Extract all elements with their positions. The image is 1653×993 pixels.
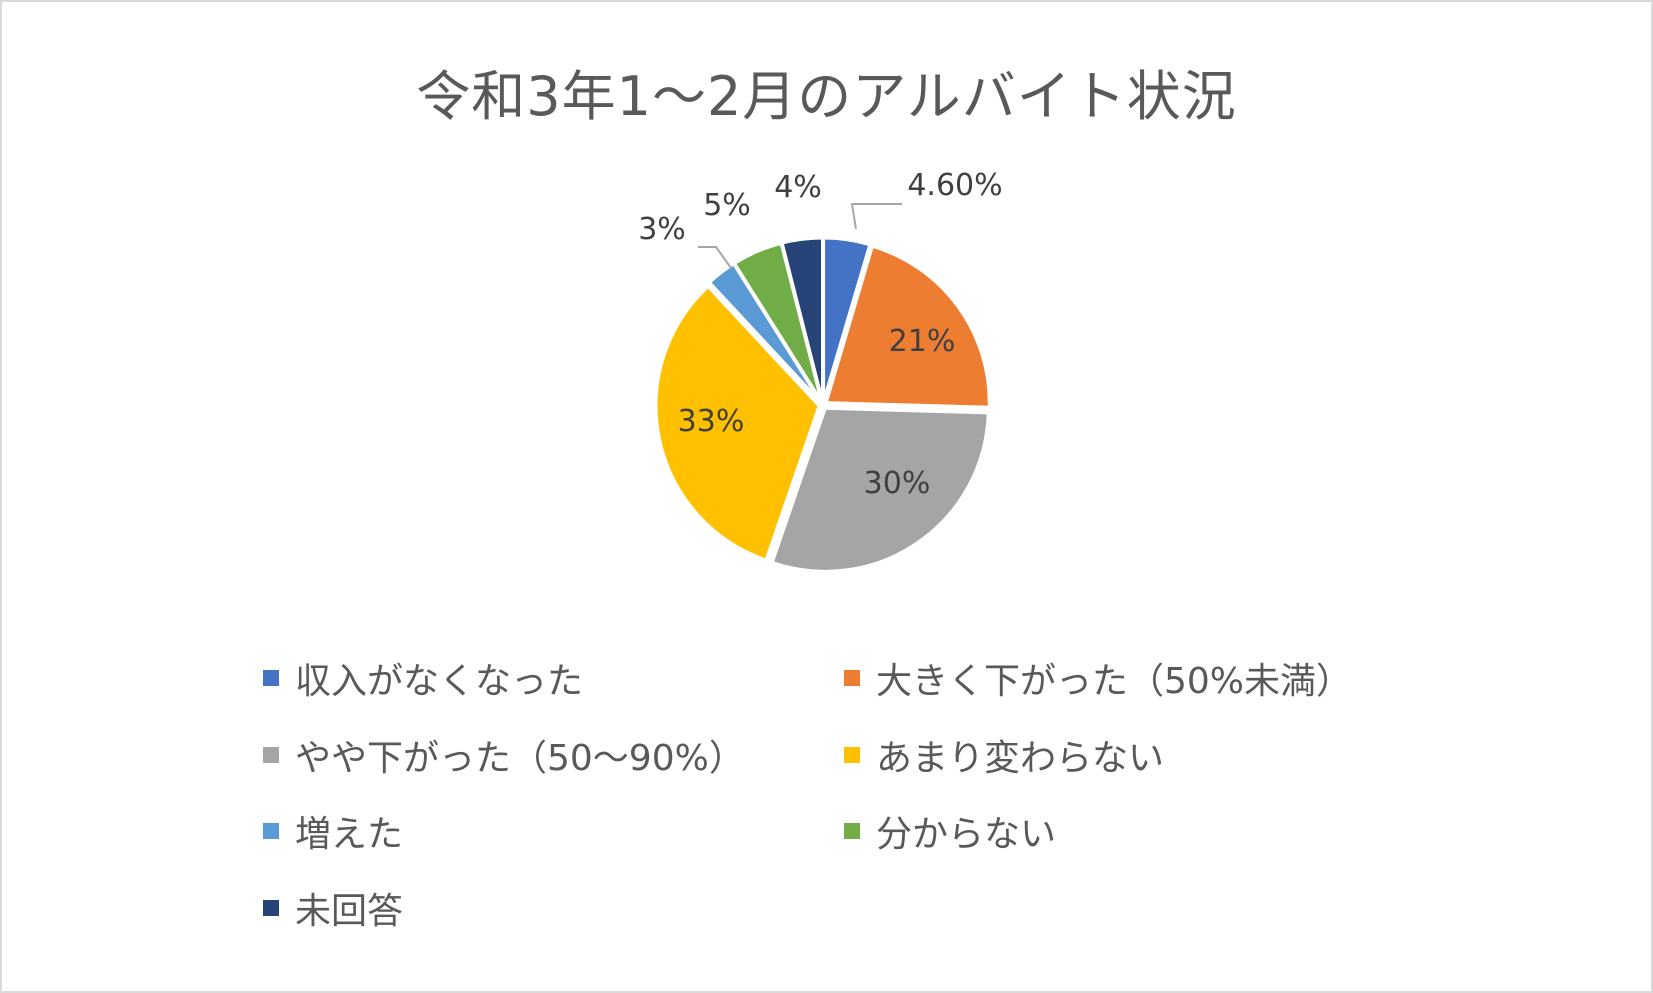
legend-swatch: [263, 670, 279, 686]
legend-label: 増えた: [295, 814, 404, 855]
legend-swatch: [844, 670, 860, 686]
legend-label: 大きく下がった（50%未満）: [876, 661, 1353, 702]
legend-item: 分からない: [844, 809, 1056, 855]
data-label: 4%: [774, 170, 822, 205]
data-label: 21%: [889, 324, 956, 359]
legend-item: 未回答: [263, 886, 403, 932]
data-label: 30%: [864, 466, 931, 501]
legend-item: 大きく下がった（50%未満）: [844, 656, 1352, 702]
pie-slice: [824, 244, 991, 409]
data-label: 5%: [703, 188, 751, 223]
legend-label: 未回答: [295, 891, 404, 932]
data-label: 3%: [638, 212, 686, 247]
legend-swatch: [263, 747, 279, 763]
pie-slice: [780, 236, 825, 402]
leader-line: [698, 246, 732, 269]
legend-swatch: [263, 823, 279, 839]
legend-swatch: [263, 900, 279, 916]
data-label: 33%: [678, 404, 745, 439]
leader-line: [850, 203, 902, 230]
legend-item: あまり変わらない: [844, 733, 1164, 779]
legend-swatch: [844, 747, 860, 763]
legend-item: 収入がなくなった: [263, 656, 583, 702]
legend-label: 分からない: [876, 814, 1057, 855]
legend-label: あまり変わらない: [876, 738, 1165, 779]
legend-item: やや下がった（50～90%）: [263, 733, 745, 779]
legend-item: 増えた: [263, 809, 403, 855]
data-label: 4.60%: [907, 168, 1002, 203]
legend-label: 収入がなくなった: [295, 661, 584, 702]
pie-slice: [770, 406, 990, 573]
chart-title: 令和3年1～2月のアルバイト状況: [416, 65, 1237, 128]
pie-slice: [654, 284, 821, 562]
legend-swatch: [844, 823, 860, 839]
legend-label: やや下がった（50～90%）: [295, 738, 745, 779]
